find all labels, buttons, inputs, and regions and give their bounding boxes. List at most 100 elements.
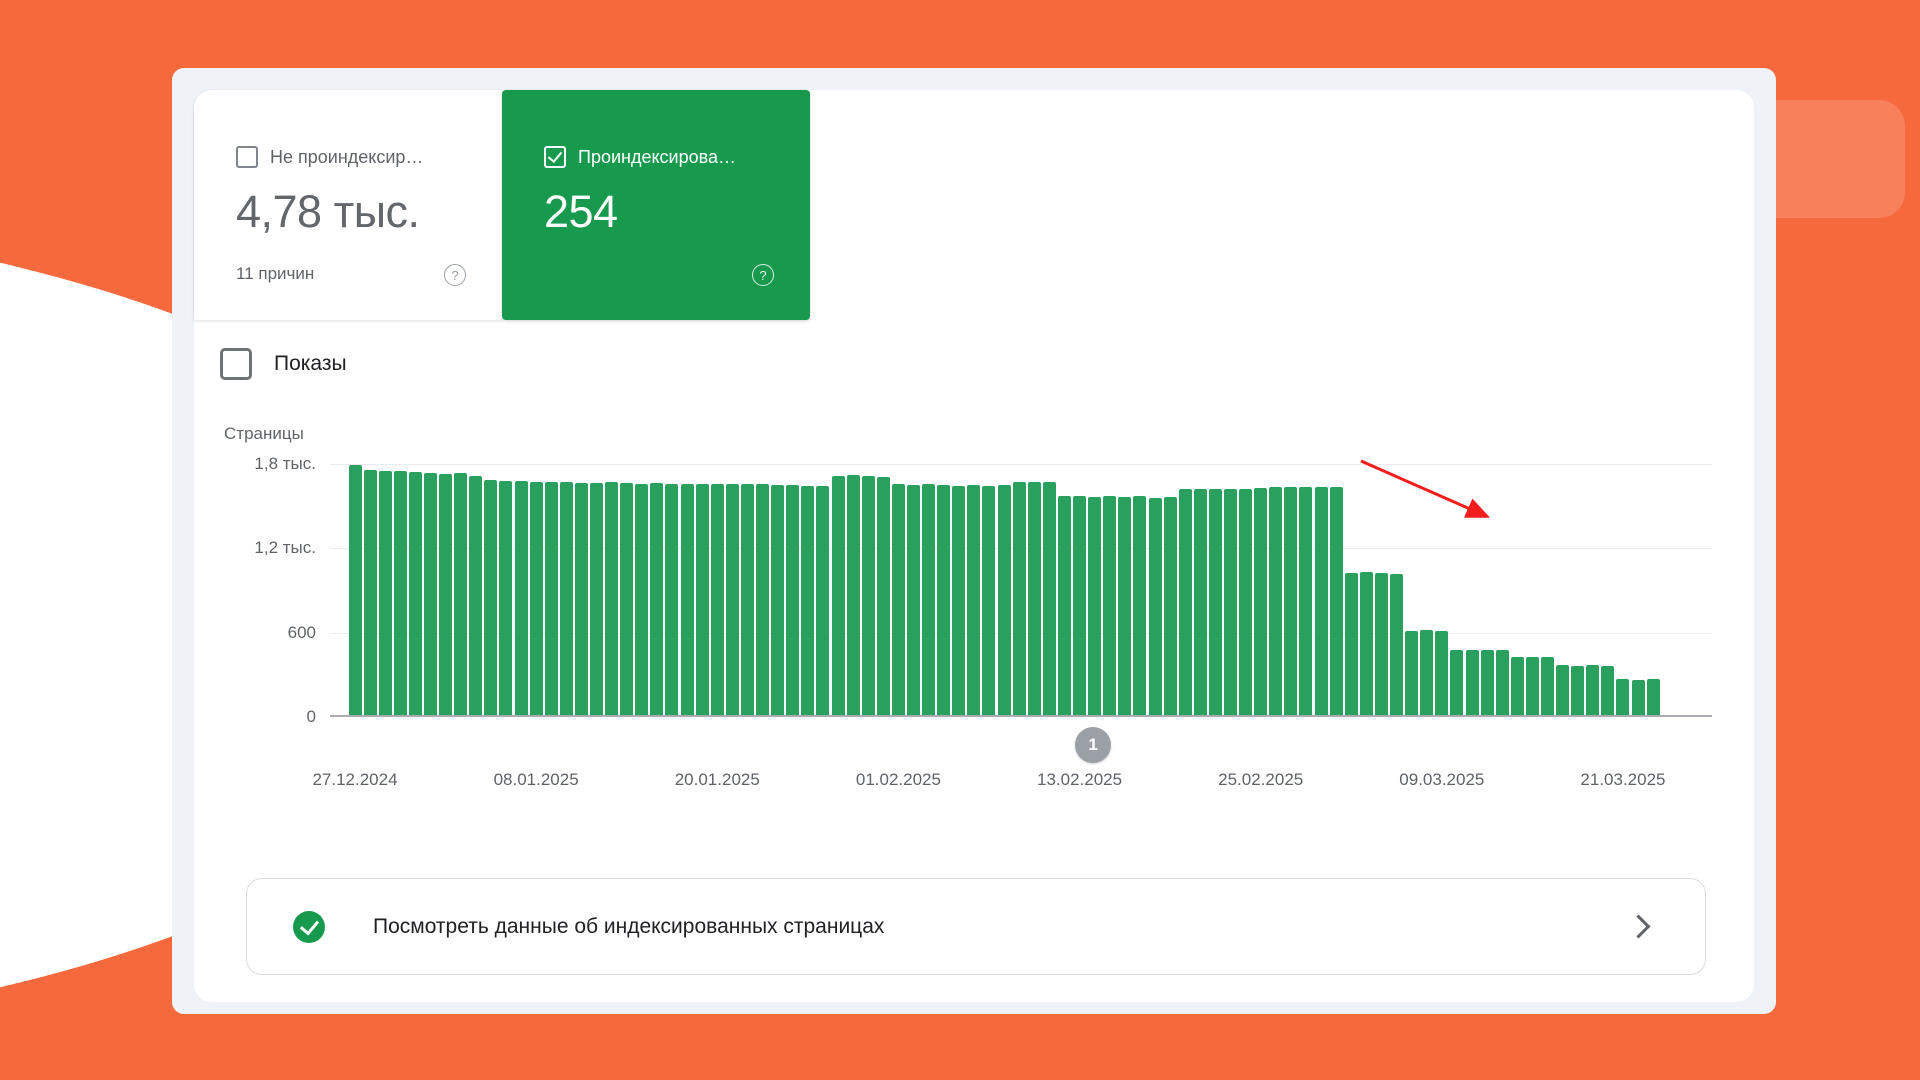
bar-day-31[interactable]	[816, 486, 830, 715]
bar-day-77[interactable]	[1510, 657, 1524, 715]
not-indexed-checkbox[interactable]	[236, 146, 258, 168]
bar-day-66[interactable]	[1344, 573, 1358, 715]
metric-card-indexed[interactable]: Проиндексирова… 254 ?	[502, 90, 810, 320]
bar-day-73[interactable]	[1450, 650, 1464, 715]
bar-day-20[interactable]	[650, 483, 664, 715]
bar-day-24[interactable]	[710, 484, 724, 715]
bar-day-29[interactable]	[786, 485, 800, 715]
bar-day-51[interactable]	[1118, 497, 1132, 715]
bar-day-7[interactable]	[454, 473, 468, 715]
chevron-right-icon[interactable]	[1626, 914, 1651, 939]
bar-day-75[interactable]	[1480, 650, 1494, 715]
bar-day-22[interactable]	[680, 484, 694, 715]
bar-day-6[interactable]	[439, 474, 453, 715]
bar-day-44[interactable]	[1012, 482, 1026, 715]
bar-day-16[interactable]	[590, 483, 604, 715]
bar-day-13[interactable]	[544, 482, 558, 715]
bar-day-4[interactable]	[408, 472, 422, 715]
bar-day-67[interactable]	[1359, 572, 1373, 715]
bar-day-40[interactable]	[952, 486, 966, 715]
bar-day-32[interactable]	[831, 476, 845, 715]
bar-day-41[interactable]	[967, 485, 981, 715]
bar-day-84[interactable]	[1616, 679, 1630, 715]
bar-day-5[interactable]	[423, 473, 437, 715]
bar-day-50[interactable]	[1103, 496, 1117, 715]
bar-day-27[interactable]	[756, 484, 770, 715]
bar-day-48[interactable]	[1073, 496, 1087, 715]
help-icon[interactable]: ?	[752, 264, 774, 286]
bar-day-3[interactable]	[393, 471, 407, 715]
bar-day-33[interactable]	[846, 475, 860, 715]
bar-day-52[interactable]	[1133, 496, 1147, 715]
bar-day-65[interactable]	[1329, 487, 1343, 715]
bar-day-60[interactable]	[1254, 488, 1268, 715]
bar-day-71[interactable]	[1420, 630, 1434, 715]
bar-day-72[interactable]	[1435, 631, 1449, 715]
bar-day-80[interactable]	[1556, 665, 1570, 715]
bar-day-36[interactable]	[891, 484, 905, 715]
bar-day-63[interactable]	[1299, 487, 1313, 715]
bar-day-56[interactable]	[1193, 489, 1207, 715]
bar-day-45[interactable]	[1027, 482, 1041, 715]
bar-day-21[interactable]	[665, 484, 679, 715]
bar-day-57[interactable]	[1208, 489, 1222, 715]
bar-day-58[interactable]	[1224, 489, 1237, 715]
bar-day-26[interactable]	[740, 484, 754, 715]
bar-day-1[interactable]	[363, 470, 377, 715]
bar-day-39[interactable]	[937, 485, 951, 715]
bar-day-82[interactable]	[1586, 665, 1600, 715]
bar-day-42[interactable]	[982, 486, 996, 715]
metric-card-not-indexed[interactable]: Не проиндексир… 4,78 тыс. 11 причин ?	[194, 90, 502, 320]
bar-day-14[interactable]	[559, 482, 573, 715]
x-tick-label: 08.01.2025	[493, 770, 579, 789]
bar-day-9[interactable]	[484, 480, 498, 715]
indexed-pages-bar-chart[interactable]	[330, 450, 1712, 717]
bar-day-85[interactable]	[1631, 680, 1645, 715]
bar-day-76[interactable]	[1495, 650, 1509, 715]
bar-day-17[interactable]	[605, 482, 619, 715]
bar-day-43[interactable]	[997, 485, 1011, 715]
bar-day-12[interactable]	[529, 482, 543, 715]
bar-day-78[interactable]	[1525, 657, 1539, 715]
bar-day-47[interactable]	[1057, 496, 1071, 715]
bar-day-69[interactable]	[1390, 574, 1404, 715]
bar-day-23[interactable]	[695, 484, 709, 715]
bar-day-34[interactable]	[861, 476, 875, 715]
bar-day-62[interactable]	[1284, 487, 1298, 715]
indexed-checkbox[interactable]	[544, 146, 566, 168]
bar-day-70[interactable]	[1405, 631, 1419, 715]
bar-day-37[interactable]	[907, 485, 920, 715]
bar-day-49[interactable]	[1088, 497, 1102, 715]
bar-day-79[interactable]	[1541, 657, 1554, 715]
impressions-checkbox[interactable]	[220, 348, 252, 380]
bar-day-10[interactable]	[499, 481, 513, 715]
bar-day-19[interactable]	[635, 484, 649, 715]
bar-day-59[interactable]	[1239, 489, 1253, 715]
bar-day-30[interactable]	[801, 486, 815, 715]
bar-day-28[interactable]	[771, 485, 785, 715]
timeline-marker-badge[interactable]: 1	[1075, 727, 1112, 763]
bar-day-25[interactable]	[725, 484, 739, 715]
bar-day-83[interactable]	[1601, 666, 1615, 715]
bar-day-8[interactable]	[469, 476, 483, 715]
view-indexed-pages-button[interactable]: Посмотреть данные об индексированных стр…	[246, 878, 1706, 975]
bar-day-46[interactable]	[1042, 482, 1056, 715]
bar-day-55[interactable]	[1178, 489, 1192, 715]
bar-day-18[interactable]	[620, 483, 634, 715]
bar-day-86[interactable]	[1646, 679, 1660, 715]
gridline	[330, 464, 1712, 465]
bar-day-35[interactable]	[876, 477, 890, 715]
bar-day-38[interactable]	[922, 484, 936, 715]
help-icon[interactable]: ?	[444, 264, 466, 286]
bar-day-68[interactable]	[1374, 573, 1388, 715]
bar-day-15[interactable]	[574, 483, 588, 715]
bar-day-0[interactable]	[348, 465, 362, 715]
bar-day-64[interactable]	[1314, 487, 1328, 715]
bar-day-54[interactable]	[1163, 497, 1177, 715]
bar-day-61[interactable]	[1269, 487, 1283, 715]
bar-day-74[interactable]	[1465, 650, 1479, 715]
bar-day-53[interactable]	[1148, 498, 1162, 715]
bar-day-81[interactable]	[1571, 666, 1585, 715]
bar-day-2[interactable]	[378, 471, 392, 715]
bar-day-11[interactable]	[514, 481, 528, 715]
